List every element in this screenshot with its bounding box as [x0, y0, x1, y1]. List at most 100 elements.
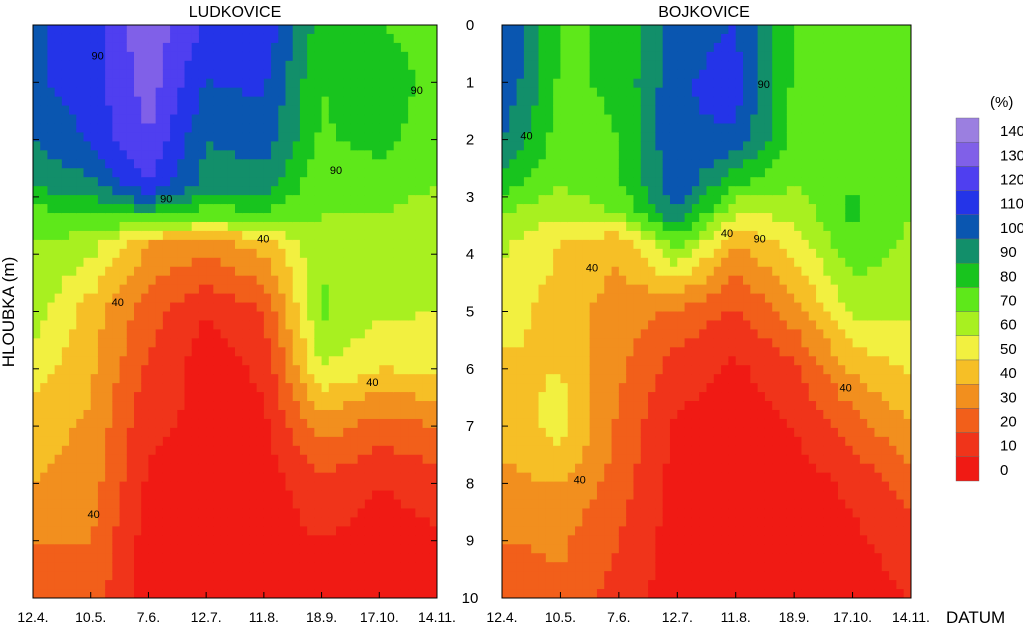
heatmap-cell: [575, 96, 583, 107]
heatmap-cell: [249, 257, 258, 268]
heatmap-cell: [372, 60, 380, 71]
heatmap-cell: [393, 562, 402, 572]
heatmap-cell: [314, 374, 323, 384]
heatmap-cell: [655, 383, 664, 393]
heatmap-cell: [415, 221, 424, 232]
heatmap-cell: [170, 132, 178, 142]
heatmap-cell: [256, 445, 265, 456]
heatmap-cell: [47, 293, 56, 304]
heatmap-cell: [134, 481, 142, 492]
heatmap-cell: [408, 517, 416, 527]
heatmap-cell: [567, 374, 576, 384]
heatmap-cell: [76, 87, 85, 98]
heatmap-cell: [372, 257, 380, 268]
heatmap-cell: [545, 123, 554, 134]
heatmap-cell: [148, 553, 157, 563]
heatmap-cell: [285, 374, 294, 384]
heatmap-cell: [126, 463, 135, 474]
heatmap-cell: [516, 78, 525, 89]
heatmap-cell: [33, 499, 41, 510]
heatmap-cell: [198, 159, 207, 169]
heatmap-cell: [61, 257, 70, 268]
heatmap-cell: [155, 186, 164, 196]
heatmap-cell: [364, 463, 373, 474]
heatmap-cell: [170, 409, 178, 420]
heatmap-cell: [596, 302, 605, 313]
heatmap-cell: [655, 311, 664, 322]
heatmap-cell: [531, 311, 540, 322]
heatmap-cell: [206, 114, 214, 125]
heatmap-cell: [105, 338, 113, 348]
heatmap-cell: [220, 204, 229, 214]
heatmap-cell: [134, 293, 142, 304]
heatmap-cell: [271, 320, 279, 330]
heatmap-cell: [655, 356, 664, 366]
heatmap-cell: [227, 266, 236, 277]
heatmap-cell: [386, 123, 395, 134]
heatmap-cell: [516, 553, 525, 563]
heatmap-cell: [220, 177, 229, 187]
heatmap-cell: [560, 526, 569, 536]
heatmap-cell: [242, 427, 251, 438]
heatmap-cell: [648, 445, 656, 456]
heatmap-cell: [575, 589, 583, 598]
heatmap-cell: [97, 356, 106, 366]
heatmap-cell: [235, 42, 243, 53]
heatmap-cell: [177, 141, 186, 151]
heatmap-cell: [531, 123, 540, 134]
heatmap-cell: [386, 571, 395, 581]
heatmap-cell: [648, 418, 656, 429]
heatmap-cell: [640, 481, 649, 492]
heatmap-cell: [314, 383, 323, 393]
heatmap-cell: [516, 409, 525, 420]
heatmap-cell: [560, 409, 569, 420]
heatmap-cell: [545, 418, 554, 429]
heatmap-cell: [148, 499, 157, 510]
heatmap-cell: [191, 544, 200, 554]
heatmap-cell: [379, 293, 388, 304]
heatmap-cell: [299, 33, 308, 44]
heatmap-cell: [76, 105, 85, 116]
heatmap-cell: [177, 365, 186, 375]
heatmap-cell: [83, 374, 92, 384]
heatmap-cell: [575, 159, 583, 169]
heatmap-cell: [148, 401, 157, 411]
heatmap-cell: [364, 96, 373, 107]
heatmap-cell: [415, 51, 424, 62]
heatmap-cell: [170, 329, 178, 339]
heatmap-cell: [633, 409, 642, 420]
heatmap-cell: [516, 427, 525, 438]
heatmap-cell: [177, 25, 186, 35]
heatmap-cell: [314, 401, 323, 411]
heatmap-cell: [198, 87, 207, 98]
heatmap-cell: [83, 257, 92, 268]
heatmap-cell: [206, 168, 214, 178]
heatmap-cell: [400, 186, 409, 196]
heatmap-cell: [350, 356, 359, 366]
heatmap-cell: [299, 248, 308, 259]
heatmap-cell: [604, 123, 613, 134]
heatmap-cell: [379, 230, 388, 241]
heatmap-cell: [422, 204, 431, 214]
heatmap-cell: [538, 105, 547, 116]
heatmap-cell: [379, 33, 388, 44]
heatmap-cell: [531, 293, 540, 304]
heatmap-cell: [177, 293, 186, 304]
heatmap-cell: [415, 526, 424, 536]
heatmap-cell: [589, 553, 598, 563]
heatmap-cell: [560, 589, 569, 598]
heatmap-cell: [126, 436, 135, 447]
heatmap-cell: [538, 69, 547, 80]
heatmap-cell: [314, 544, 323, 554]
heatmap-cell: [155, 508, 164, 519]
heatmap-cell: [531, 365, 540, 375]
heatmap-cell: [227, 418, 236, 429]
heatmap-cell: [531, 87, 540, 98]
heatmap-cell: [307, 150, 315, 160]
heatmap-cell: [213, 248, 222, 259]
heatmap-cell: [112, 356, 121, 366]
heatmap-cell: [235, 213, 243, 223]
heatmap-cell: [589, 248, 598, 259]
heatmap-cell: [328, 481, 337, 492]
heatmap-cell: [582, 311, 591, 322]
